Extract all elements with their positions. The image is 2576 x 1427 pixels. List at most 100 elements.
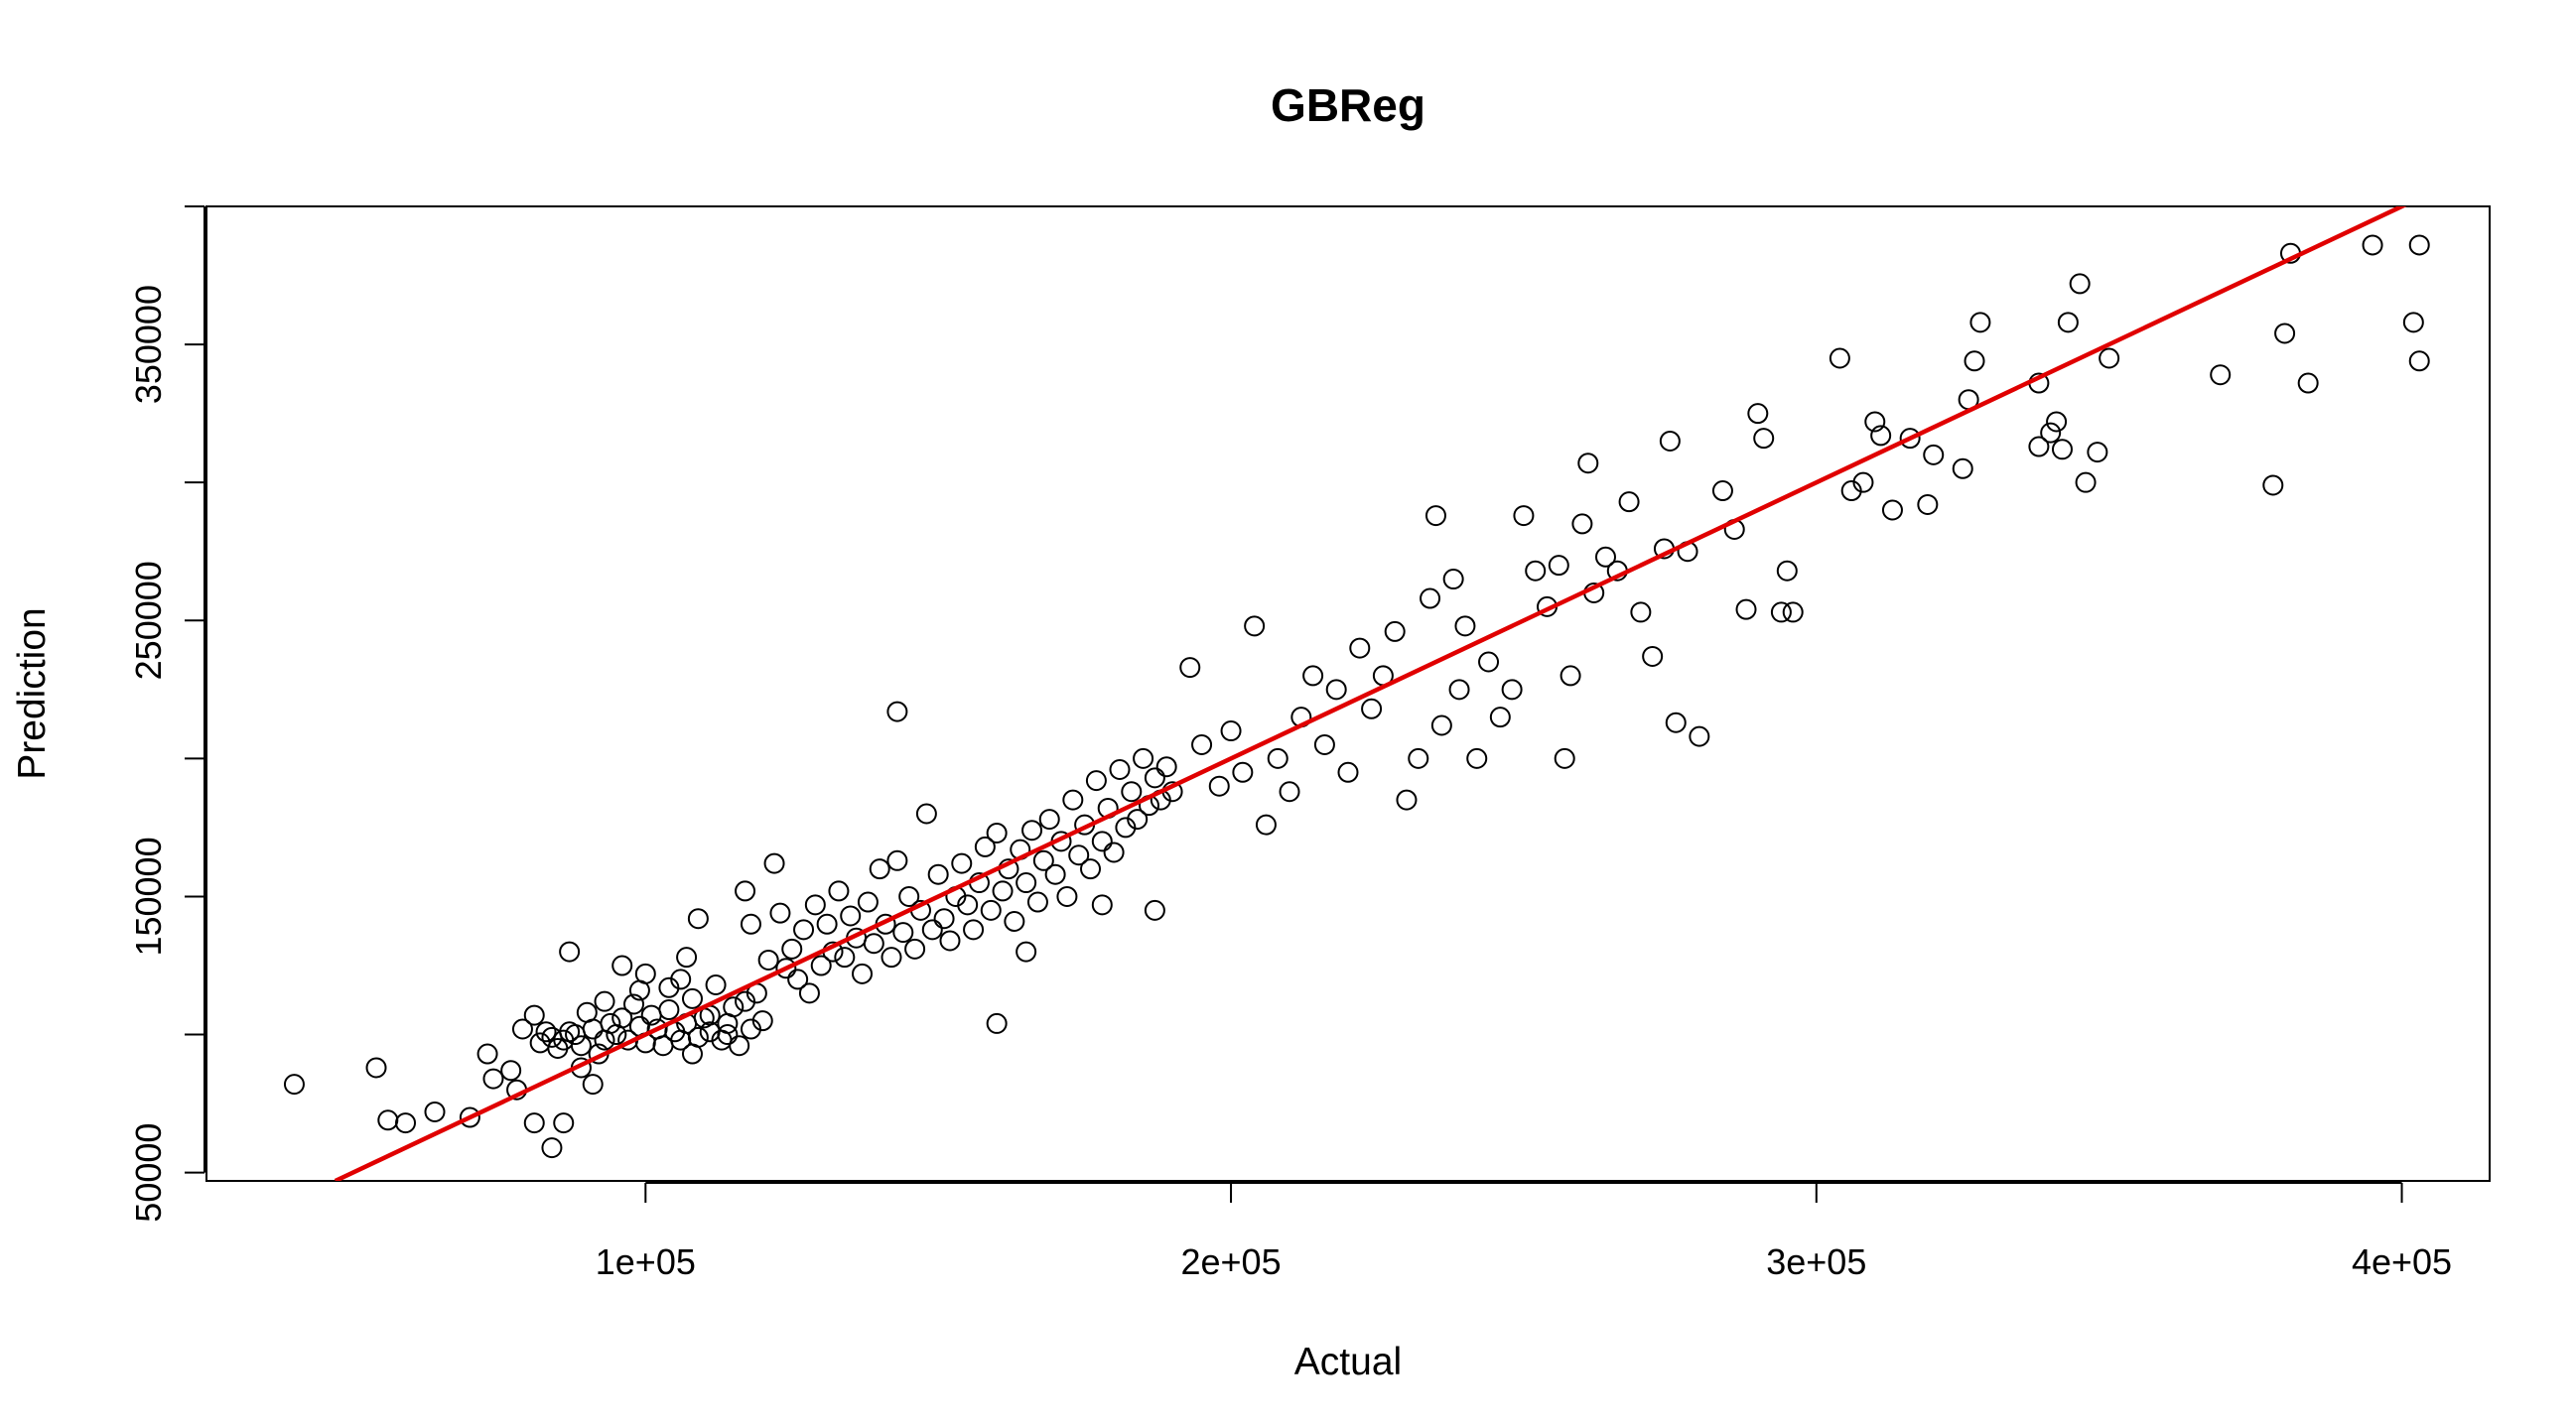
data-point [1032, 849, 1054, 871]
data-point [1659, 430, 1681, 452]
data-point [892, 922, 914, 944]
data-point [1016, 941, 1037, 963]
data-point [1776, 560, 1798, 582]
data-point [1208, 775, 1230, 797]
y-tick-label: 50000 [128, 1123, 169, 1223]
data-point [927, 863, 949, 885]
data-point [1899, 428, 1921, 450]
data-point [1044, 863, 1066, 885]
data-point [500, 1060, 522, 1082]
data-point [1408, 747, 1429, 769]
data-point [2297, 372, 2319, 394]
data-point [1267, 747, 1288, 769]
data-point [769, 902, 791, 924]
data-point [582, 1074, 604, 1096]
data-point [482, 1068, 504, 1090]
data-point [2402, 312, 2424, 333]
data-point [1026, 891, 1048, 913]
data-point [623, 993, 645, 1015]
data-point [1016, 872, 1037, 894]
data-point [1127, 809, 1149, 831]
data-point [1548, 555, 1569, 577]
data-point [857, 891, 879, 913]
data-point [787, 969, 809, 990]
data-point [1021, 820, 1043, 842]
data-point [611, 955, 633, 976]
data-point [1525, 560, 1547, 582]
y-tick-label: 350000 [128, 285, 169, 404]
data-point [1964, 350, 1985, 372]
data-point [957, 894, 979, 916]
data-point [2210, 364, 2232, 386]
data-point [1630, 601, 1652, 623]
data-point [1244, 615, 1266, 637]
data-point [365, 1057, 387, 1079]
data-point [1220, 720, 1242, 742]
data-point [1747, 403, 1769, 425]
data-point [541, 1137, 563, 1159]
x-tick-label: 1e+05 [596, 1241, 696, 1282]
data-point [1513, 505, 1535, 527]
data-point [1255, 814, 1277, 836]
plot-frame [205, 205, 2491, 1182]
data-point [1829, 347, 1850, 369]
data-point [933, 908, 955, 930]
data-point [634, 963, 656, 984]
data-point [529, 1032, 551, 1054]
data-point [2362, 234, 2383, 256]
data-point [1782, 601, 1804, 623]
data-point [980, 899, 1002, 921]
data-point [1091, 831, 1113, 852]
data-point [1302, 665, 1324, 687]
data-point [1969, 312, 1991, 333]
data-point [283, 1074, 305, 1096]
data-point [1103, 842, 1125, 863]
data-point [676, 947, 698, 969]
data-point [1091, 894, 1113, 916]
data-point [1571, 513, 1593, 535]
data-point [1337, 761, 1359, 783]
data-point [1396, 789, 1418, 811]
data-point [781, 938, 803, 960]
data-point [886, 849, 908, 871]
data-point [570, 1035, 592, 1057]
data-point [1144, 899, 1165, 921]
data-point [852, 963, 874, 984]
data-point [705, 973, 727, 995]
data-point [1917, 493, 1939, 515]
data-point [729, 1035, 750, 1057]
data-point [523, 1112, 545, 1134]
data-point [939, 930, 961, 952]
data-point [751, 1010, 773, 1032]
data-point [881, 947, 902, 969]
data-point [594, 990, 615, 1012]
data-point [2046, 411, 2068, 433]
data-point [834, 947, 856, 969]
data-point [1881, 499, 1903, 521]
data-point [1004, 911, 1025, 933]
data-point [1232, 761, 1254, 783]
data-point [1420, 587, 1441, 609]
data-point [798, 982, 820, 1004]
data-point [1852, 471, 1874, 493]
data-point [559, 941, 581, 963]
data-point [2040, 422, 2062, 444]
data-point [1133, 747, 1154, 769]
data-point [1952, 457, 1973, 479]
data-point [541, 1026, 563, 1048]
data-point [1349, 637, 1371, 659]
data-point [757, 949, 779, 971]
x-tick-label: 4e+05 [2352, 1241, 2452, 1282]
data-point [951, 852, 973, 874]
data-point [1711, 480, 1733, 502]
data-point [687, 908, 709, 930]
data-points [283, 234, 2430, 1159]
data-point [535, 1021, 557, 1043]
data-point [1085, 770, 1107, 792]
data-point [1577, 453, 1599, 474]
data-point [2051, 439, 2073, 460]
data-point [1594, 546, 1616, 568]
y-tick-label: 150000 [128, 837, 169, 956]
data-point [1501, 679, 1523, 701]
